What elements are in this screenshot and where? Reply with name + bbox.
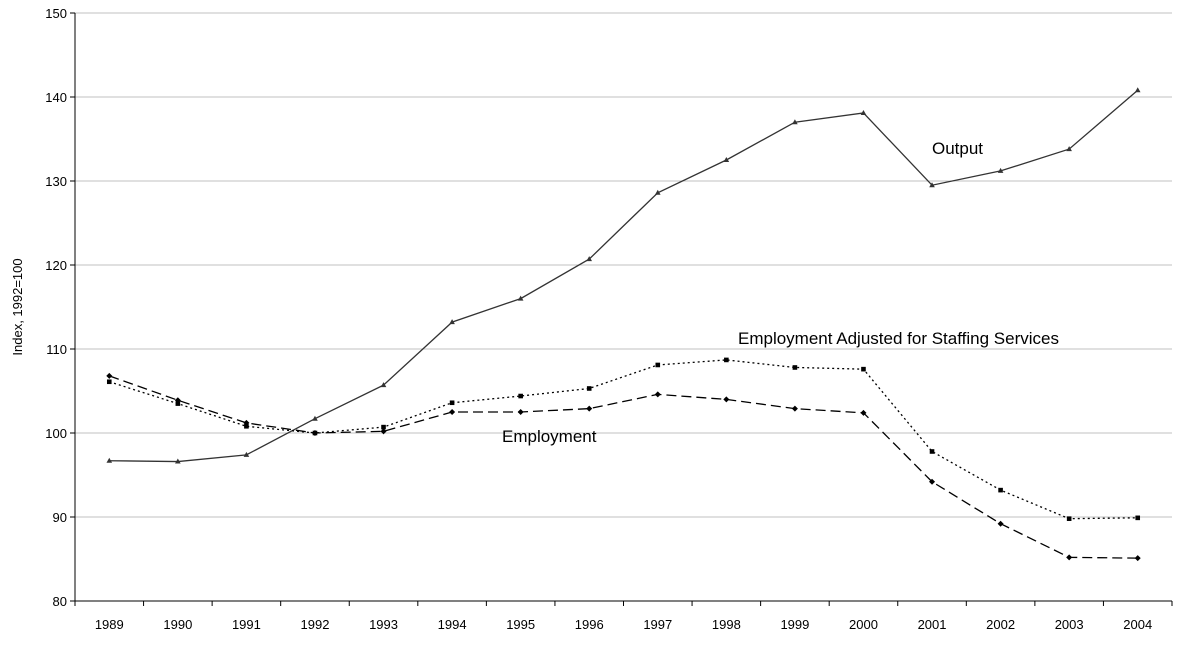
x-tick-label: 1992 xyxy=(301,617,330,632)
data-point xyxy=(517,409,524,415)
data-point xyxy=(449,319,455,325)
series-employment-adjusted-for-staffing-services xyxy=(106,357,1141,521)
x-tick-label: 1989 xyxy=(95,617,124,632)
y-tick-label: 90 xyxy=(53,510,67,525)
y-tick-label: 120 xyxy=(45,258,67,273)
series-employment xyxy=(106,372,1141,562)
data-point xyxy=(1066,146,1072,152)
data-point xyxy=(449,409,456,415)
data-point xyxy=(244,423,249,429)
y-tick-label: 110 xyxy=(46,342,67,357)
x-tick-label: 2002 xyxy=(986,617,1015,632)
series-group xyxy=(106,87,1141,562)
x-tick-label: 1995 xyxy=(506,617,535,632)
data-point xyxy=(998,487,1003,493)
series-line xyxy=(109,89,1139,463)
series-line xyxy=(109,375,1138,559)
data-point xyxy=(381,424,386,430)
axes: 80 90 100 110 120 130 140 150 1989 1990 1991 1992 19… xyxy=(45,6,1173,632)
data-point xyxy=(654,391,661,398)
data-point xyxy=(723,396,730,403)
data-point xyxy=(1134,87,1141,93)
series-labels: Output Employment Adjusted for Staffing S… xyxy=(502,139,1059,446)
data-point xyxy=(929,182,935,188)
y-tick-label: 100 xyxy=(45,426,67,441)
series-output xyxy=(106,87,1141,464)
y-tick-label: 130 xyxy=(45,174,67,189)
data-point xyxy=(791,405,798,412)
data-point xyxy=(586,386,592,391)
data-point xyxy=(174,397,181,404)
x-tick-label: 1993 xyxy=(369,617,398,632)
data-point xyxy=(860,109,867,115)
y-tick-label: 140 xyxy=(45,90,67,105)
series-label: Employment Adjusted for Staffing Service… xyxy=(738,329,1059,348)
data-point xyxy=(517,295,524,301)
x-tick-label: 2004 xyxy=(1123,617,1152,632)
x-tick-label: 1997 xyxy=(643,617,672,632)
data-point xyxy=(792,365,798,370)
data-point xyxy=(311,430,318,436)
x-tick-label: 2003 xyxy=(1055,617,1084,632)
series-line xyxy=(109,359,1138,520)
x-tick-label: 1991 xyxy=(232,617,261,632)
data-point xyxy=(243,419,250,426)
data-point xyxy=(586,256,593,262)
x-tick-label: 1998 xyxy=(712,617,741,632)
x-tick-label: 1996 xyxy=(575,617,604,632)
x-tick-label: 2001 xyxy=(918,617,947,632)
data-point xyxy=(861,366,866,372)
data-point xyxy=(724,357,729,363)
data-point xyxy=(380,428,387,435)
series-label: Employment xyxy=(502,427,597,446)
data-point xyxy=(655,362,661,368)
x-tick-label: 1994 xyxy=(438,617,467,632)
y-axis-label: Index, 1992=100 xyxy=(10,258,25,355)
y-tick-label: 80 xyxy=(53,594,67,609)
data-point xyxy=(518,393,523,399)
y-tick-label: 150 xyxy=(45,6,67,21)
data-point xyxy=(654,189,661,195)
data-point xyxy=(243,451,250,457)
data-point xyxy=(997,167,1004,173)
x-tick-label: 2000 xyxy=(849,617,878,632)
gridlines xyxy=(75,12,1172,518)
data-point xyxy=(792,119,798,125)
data-point xyxy=(106,457,113,463)
data-point xyxy=(997,520,1004,527)
data-point xyxy=(175,458,181,464)
x-tick-label: 1999 xyxy=(780,617,809,632)
data-point xyxy=(106,379,112,385)
data-point xyxy=(175,401,181,406)
data-point xyxy=(1066,516,1072,521)
data-point xyxy=(860,409,867,416)
data-point xyxy=(312,415,318,421)
x-tick-label: 1990 xyxy=(163,617,192,632)
data-point xyxy=(1066,554,1073,561)
data-point xyxy=(586,405,593,412)
data-point xyxy=(1135,515,1141,521)
data-point xyxy=(380,382,387,388)
data-point xyxy=(106,372,113,379)
data-point xyxy=(929,449,935,454)
series-label: Output xyxy=(932,139,983,158)
data-point xyxy=(1134,555,1141,562)
data-point xyxy=(449,400,455,406)
data-point xyxy=(929,478,936,485)
data-point xyxy=(723,157,730,162)
